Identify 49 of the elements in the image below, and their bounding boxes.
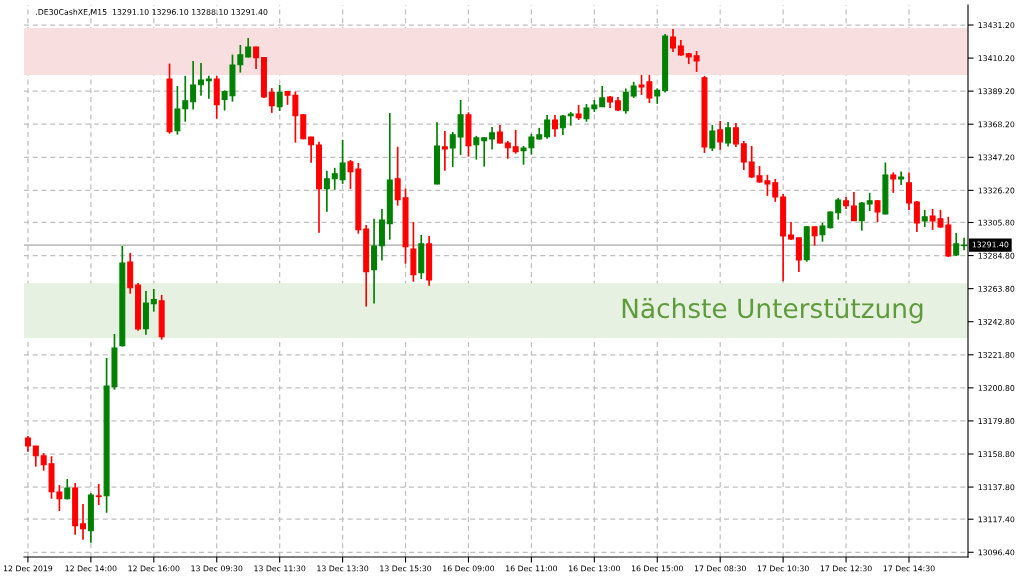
- candlestick: [32, 445, 39, 468]
- candlestick: [512, 129, 519, 155]
- candlestick: [850, 191, 857, 222]
- candlestick: [253, 45, 260, 70]
- candlestick: [449, 131, 456, 168]
- candlestick: [473, 135, 480, 161]
- candlestick: [693, 50, 700, 73]
- candlestick: [205, 75, 212, 100]
- candlestick: [906, 171, 912, 211]
- candlestick: [740, 140, 747, 171]
- candlestick: [725, 121, 732, 148]
- band-label: Nächste Unterstützung: [622, 297, 923, 324]
- candlestick: [245, 37, 252, 59]
- candlestick: [622, 87, 629, 115]
- candlestick: [268, 87, 275, 114]
- candlestick: [795, 236, 802, 273]
- candlestick: [858, 201, 865, 232]
- candlestick: [95, 483, 102, 506]
- candlestick: [717, 120, 724, 151]
- candlestick: [182, 75, 189, 123]
- candlestick: [835, 197, 842, 221]
- candlestick: [567, 111, 574, 127]
- candlestick: [276, 84, 283, 112]
- candlestick: [441, 130, 448, 172]
- candlestick: [174, 85, 181, 136]
- candlestick: [339, 138, 346, 185]
- candlestick: [890, 171, 897, 194]
- candlestick: [489, 126, 496, 151]
- candlestick: [913, 200, 920, 233]
- candlestick: [323, 170, 330, 213]
- candlestick: [709, 124, 716, 152]
- candlestick: [481, 136, 488, 168]
- candlestick: [457, 99, 464, 156]
- candlestick: [732, 122, 739, 148]
- candlestick: [371, 217, 378, 305]
- candlestick: [866, 192, 873, 212]
- candlestick: [308, 135, 315, 164]
- candlestick: [811, 225, 818, 247]
- candlestick: [670, 28, 676, 53]
- candlestick: [331, 167, 338, 191]
- candlestick: [150, 288, 157, 313]
- candlestick: [496, 124, 503, 145]
- candlestick: [198, 62, 204, 97]
- candlestick: [544, 114, 551, 140]
- candlestick: [599, 85, 606, 108]
- candlestick: [772, 178, 779, 203]
- candlestick: [80, 503, 86, 541]
- candlestick: [190, 60, 197, 111]
- candlestick: [552, 114, 558, 138]
